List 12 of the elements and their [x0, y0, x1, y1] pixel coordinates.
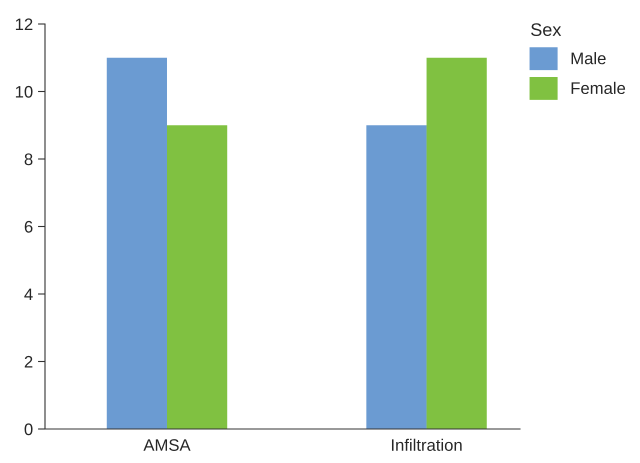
legend-label: Male — [572, 52, 606, 64]
y-tick-label: 8 — [24, 153, 32, 166]
y-tick-label: 12 — [16, 18, 32, 30]
x-tick-label: AMSA — [143, 439, 191, 451]
y-tick-label: 2 — [24, 356, 32, 368]
legend-label: Female — [572, 82, 626, 94]
legend-title: Sex — [531, 23, 562, 36]
y-tick-label: 0 — [24, 423, 33, 436]
y-tick-label: 10 — [16, 86, 33, 98]
y-tick-label: 6 — [24, 220, 32, 233]
y-tick-label: 4 — [24, 288, 33, 300]
x-tick-label: Infiltration — [392, 438, 462, 451]
